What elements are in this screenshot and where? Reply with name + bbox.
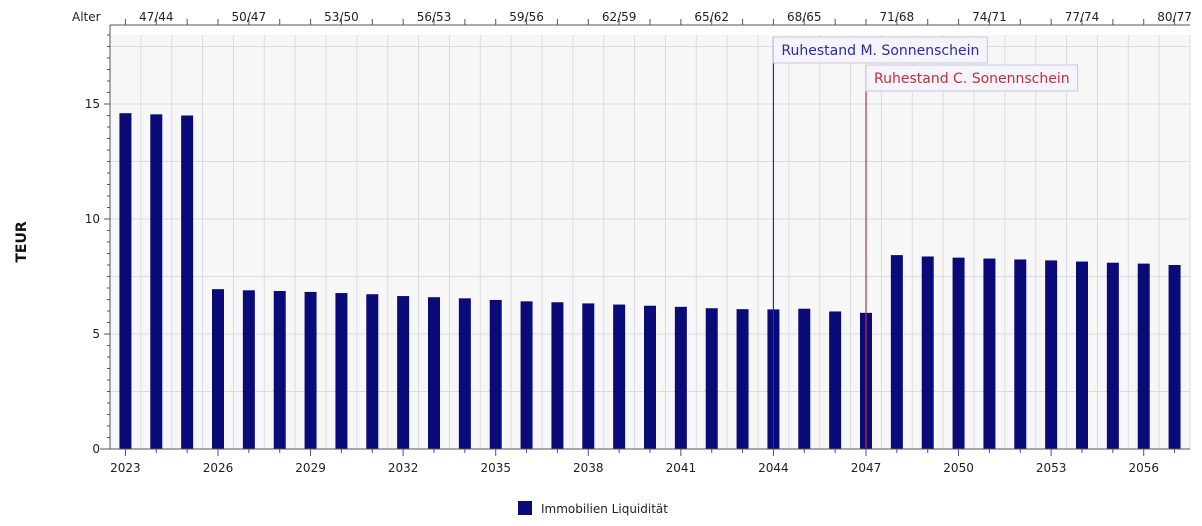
annotation-label: Ruhestand M. Sonnenschein (781, 43, 979, 59)
x-tick-label: 2056 (1128, 461, 1159, 475)
bar-2028 (273, 290, 286, 449)
y-tick-label: 15 (85, 97, 100, 111)
bar-2056 (1137, 263, 1150, 449)
y-tick-label: 0 (92, 442, 100, 456)
bar-2042 (705, 308, 718, 449)
x-tick-label: 2029 (295, 461, 326, 475)
x-tick-label: 2023 (110, 461, 141, 475)
top-tick-label: 65/62 (694, 10, 729, 24)
top-tick-label: 62/59 (602, 10, 637, 24)
top-tick-label: 77/74 (1065, 10, 1100, 24)
annotation-box (772, 36, 988, 64)
x-tick-label: 2050 (943, 461, 974, 475)
bar-2029 (304, 291, 317, 449)
legend-label: Immobilien Liquidität (541, 502, 668, 516)
bar-2032 (397, 296, 410, 449)
top-tick-label: 68/65 (787, 10, 822, 24)
top-tick-label: 56/53 (417, 10, 452, 24)
bar-2038 (582, 303, 595, 449)
bar-2036 (520, 301, 533, 449)
bar-2024 (150, 114, 163, 449)
bar-2030 (335, 293, 348, 449)
top-tick-label: 80/77 (1157, 10, 1192, 24)
bar-2054 (1076, 261, 1088, 449)
bar-2033 (428, 297, 440, 449)
bar-2041 (674, 306, 687, 449)
bar-2043 (736, 309, 749, 449)
y-tick-label: 5 (92, 327, 100, 341)
bar-2055 (1106, 262, 1119, 449)
bar-2046 (829, 311, 842, 449)
y-axis-title: TEUR (14, 221, 30, 262)
x-tick-label: 2041 (666, 461, 697, 475)
bar-2027 (242, 290, 255, 449)
top-tick-label: 59/56 (509, 10, 544, 24)
x-tick-label: 2044 (758, 461, 789, 475)
top-tick-label: 47/44 (139, 10, 174, 24)
y-tick-label: 10 (85, 212, 100, 226)
bar-2057 (1168, 265, 1181, 449)
bar-2037 (551, 302, 564, 449)
bar-2052 (1014, 259, 1027, 449)
x-tick-label: 2026 (203, 461, 234, 475)
x-tick-label: 2047 (851, 461, 882, 475)
bar-2026 (212, 289, 224, 449)
x-tick-label: 2032 (388, 461, 419, 475)
bar-2031 (366, 294, 379, 449)
bar-2051 (983, 258, 996, 449)
annotation-box (865, 64, 1079, 92)
top-tick-label: 53/50 (324, 10, 359, 24)
bar-2050 (952, 257, 965, 449)
bar-2023 (119, 113, 132, 449)
bar-2040 (644, 305, 656, 449)
bar-2035 (489, 299, 502, 449)
top-axis-title: Alter (72, 10, 101, 24)
bar-2049 (921, 256, 934, 449)
x-tick-label: 2035 (480, 461, 511, 475)
bar-2053 (1045, 260, 1058, 449)
top-tick-label: 71/68 (880, 10, 915, 24)
x-tick-label: 2038 (573, 461, 604, 475)
bar-2034 (458, 298, 471, 449)
annotation-label: Ruhestand C. Sonennschein (874, 71, 1070, 87)
bar-2025 (181, 115, 194, 449)
bar-2045 (798, 308, 811, 449)
legend-swatch (518, 501, 532, 515)
top-tick-label: 50/47 (232, 10, 267, 24)
bar-2039 (613, 304, 626, 449)
bar-2048 (890, 255, 903, 449)
top-tick-label: 74/71 (972, 10, 1007, 24)
x-tick-label: 2053 (1036, 461, 1067, 475)
